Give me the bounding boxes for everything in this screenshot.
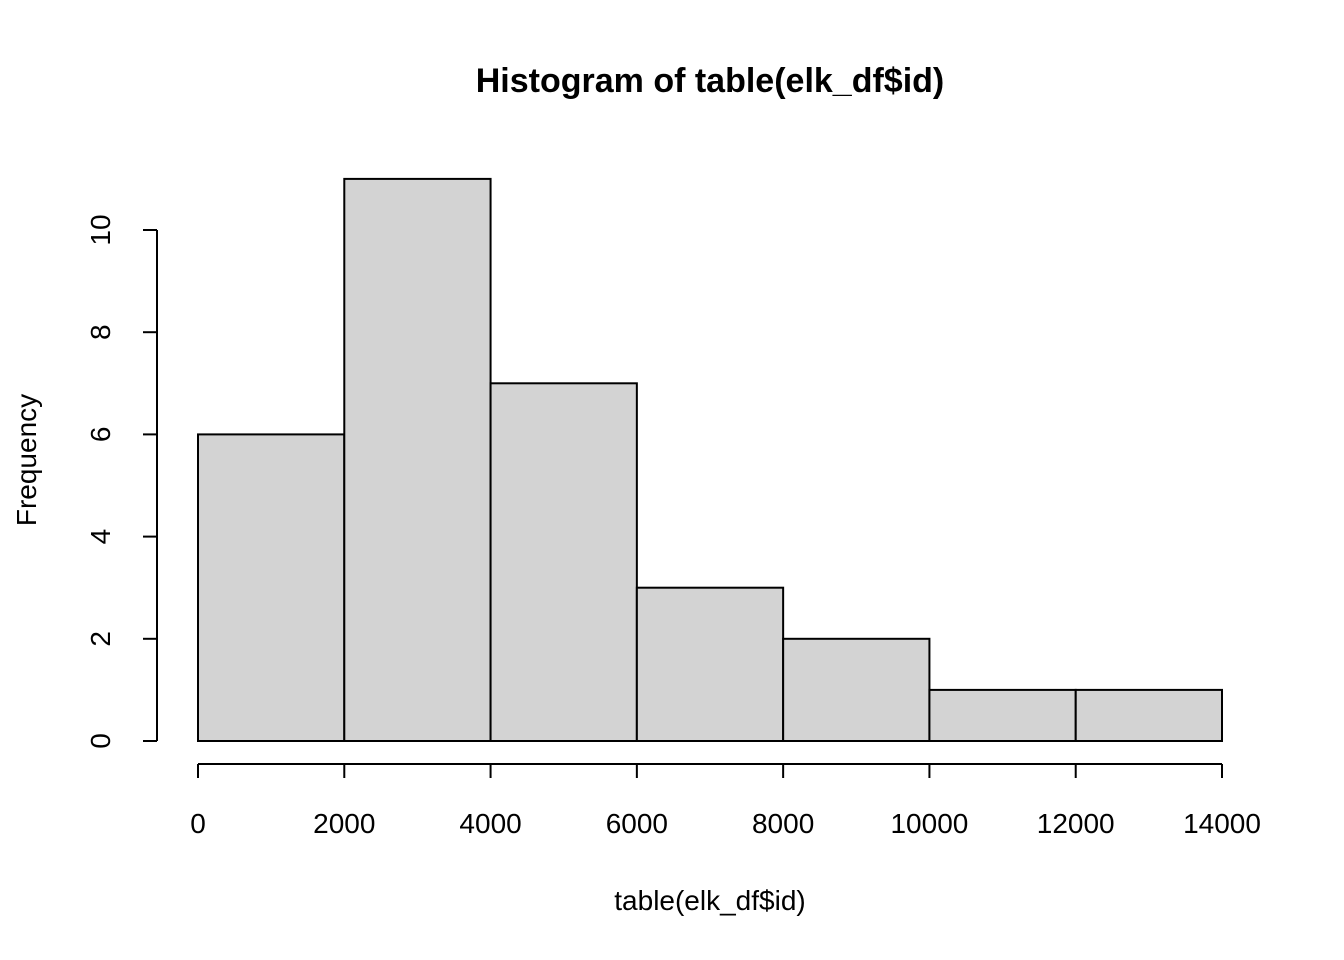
x-tick-label-0: 0	[190, 808, 206, 839]
x-tick-label-1: 2000	[313, 808, 375, 839]
x-axis: 0 2000 4000 6000 8000 10000 12000 14000	[190, 763, 1261, 839]
y-tick-label-1: 2	[85, 631, 116, 647]
y-tick-label-4: 8	[85, 324, 116, 340]
histogram-bar-6	[1074, 688, 1223, 743]
histogram-bar-5	[928, 688, 1077, 743]
y-axis-label: Frequency	[11, 394, 42, 526]
x-axis-label: table(elk_df$id)	[614, 885, 805, 916]
y-tick-label-5: 10	[85, 214, 116, 245]
x-tick-label-3: 6000	[606, 808, 668, 839]
y-axis: 0 2 4 6 8 10	[85, 214, 158, 749]
histogram-bar-3	[635, 586, 785, 743]
y-tick-label-3: 6	[85, 427, 116, 443]
x-tick-label-7: 14000	[1183, 808, 1261, 839]
chart-title: Histogram of table(elk_df$id)	[476, 62, 945, 100]
histogram-bar-0	[197, 433, 346, 742]
histogram-bar-1	[343, 177, 492, 742]
bars-group	[197, 177, 1223, 743]
histogram-bar-4	[782, 637, 931, 742]
x-tick-label-6: 12000	[1037, 808, 1115, 839]
y-tick-label-0: 0	[85, 733, 116, 749]
x-tick-label-2: 4000	[459, 808, 521, 839]
x-tick-label-4: 8000	[752, 808, 814, 839]
y-tick-label-2: 4	[85, 529, 116, 545]
x-tick-label-5: 10000	[890, 808, 968, 839]
histogram-bar-2	[489, 382, 638, 742]
